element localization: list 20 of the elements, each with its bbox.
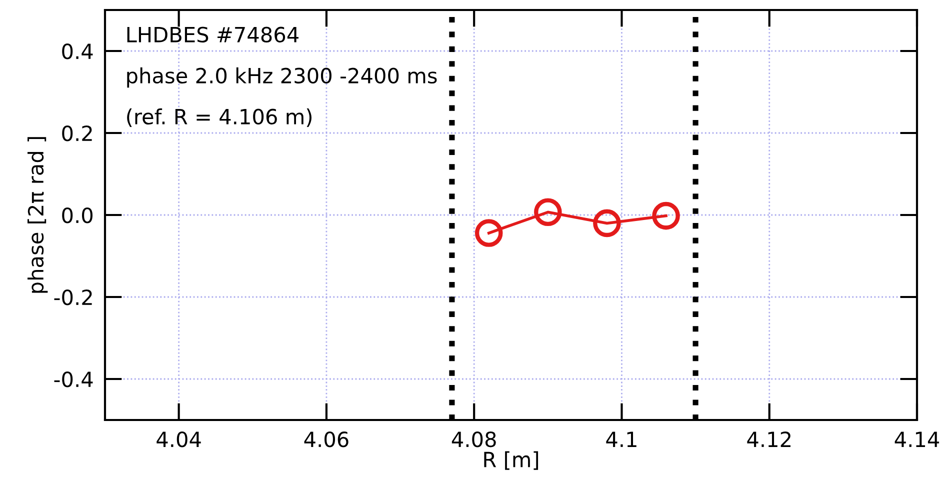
x-tick-label: 4.14 [894,432,940,447]
annotation: LHDBES #74864 [127,26,298,43]
x-tick-label: 4.04 [156,431,201,448]
x-tick-label: 4.08 [452,431,496,448]
y-tick-label: 0.0 [62,207,93,224]
x-tick-label: 4.06 [304,431,348,448]
y-tick-label: -0.2 [54,289,92,306]
point [474,219,503,247]
x-tick-label: 4.12 [747,431,790,447]
x-axis-title: R [m] [484,451,538,470]
point [593,209,621,238]
annotation: (ref. R = 4.106 m) [127,108,312,127]
y-tick-label: 0.2 [62,125,92,142]
y-axis-title: phase [2π rad ] [28,137,48,293]
y-tick-label: 0.4 [62,43,93,60]
point [534,198,562,226]
y-tick-label: -0.4 [54,371,93,388]
point [652,202,680,230]
annotation: phase 2.0 kHz 2300 -2400 ms [127,67,437,88]
x-tick-label: 4.1 [606,432,636,447]
